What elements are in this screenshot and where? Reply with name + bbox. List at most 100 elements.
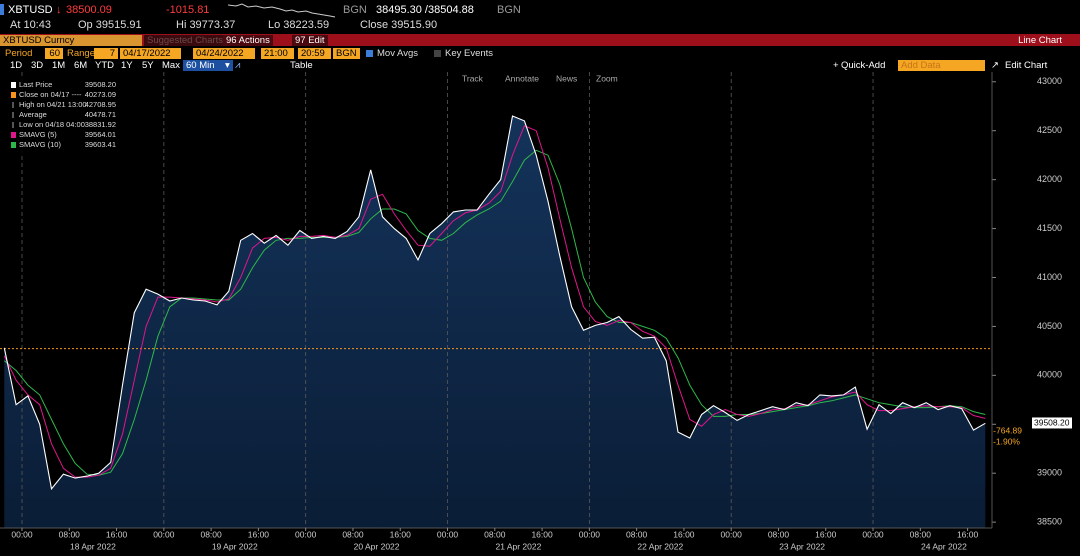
timeframe[interactable]: 1Y — [121, 60, 133, 71]
x-tick-label: 08:00 — [626, 529, 648, 539]
legend-value: 40478.71 — [85, 110, 116, 119]
source-input[interactable]: BGN — [333, 48, 360, 59]
tool-button[interactable]: Annotate — [505, 73, 539, 83]
x-tick-label: 00:00 — [721, 529, 743, 539]
legend-background — [8, 78, 118, 153]
suggested-charts[interactable]: Suggested Charts — [144, 34, 227, 46]
ticker: XBTUSD — [8, 4, 53, 16]
legend-label: Low on 04/18 04:00 — [19, 120, 85, 129]
x-tick-label: 08:00 — [342, 529, 364, 539]
x-day-label: 23 Apr 2022 — [779, 541, 825, 551]
x-tick-label: 00:00 — [862, 529, 884, 539]
mov-avgs[interactable]: Mov Avgs — [377, 48, 419, 59]
legend-value: 39564.01 — [85, 130, 116, 139]
timeframe-selected[interactable]: 60 Min — [183, 60, 225, 71]
x-tick-label: 00:00 — [437, 529, 459, 539]
chart-icon[interactable]: ⩘ — [235, 60, 241, 71]
x-tick-label: 00:00 — [579, 529, 601, 539]
x-day-label: 19 Apr 2022 — [212, 541, 258, 551]
chart-toolbar: Track Annotate News Zoom — [462, 73, 618, 83]
tool-button[interactable]: Track — [462, 73, 484, 83]
edit-menu[interactable]: 97 Edit — [292, 34, 328, 46]
x-tick-label: 00:00 — [295, 529, 317, 539]
range-label: Range — [67, 48, 95, 59]
legend-value: 39603.41 — [85, 140, 116, 149]
change-label: -764.89 — [993, 426, 1022, 436]
y-tick-label: 41500 — [1037, 223, 1062, 233]
period-label: Period — [5, 48, 33, 59]
source: BGN — [497, 4, 521, 16]
x-tick-label: 08:00 — [200, 529, 222, 539]
close: Close 39515.90 — [360, 19, 438, 31]
x-tick-label: 16:00 — [390, 529, 412, 539]
quick-add[interactable]: Quick-Add — [841, 60, 886, 71]
last-price-box — [1032, 417, 1072, 429]
edit-chart[interactable]: Edit Chart — [1005, 60, 1048, 71]
y-tick-label: 40500 — [1037, 321, 1062, 331]
end-time[interactable]: 20:59 — [298, 48, 331, 59]
x-tick-label: 08:00 — [768, 529, 790, 539]
start-date[interactable]: 04/17/2022 — [120, 48, 181, 59]
bid-ask: 38495.30 /38504.88 — [376, 4, 474, 16]
timeframe[interactable]: 1D — [10, 60, 23, 71]
x-tick-label: 16:00 — [815, 529, 837, 539]
down-arrow: ↓ — [56, 4, 62, 16]
end-date[interactable]: 04/24/2022 — [193, 48, 255, 59]
x-tick-label: 16:00 — [673, 529, 695, 539]
legend-label: Close on 04/17 ---- — [19, 90, 82, 99]
chart-type: Line Chart — [1018, 35, 1062, 46]
timeframe[interactable]: 6M — [74, 60, 88, 71]
x-tick-label: 00:00 — [153, 529, 175, 539]
start-time[interactable]: 21:00 — [261, 48, 294, 59]
x-tick-label: 16:00 — [248, 529, 270, 539]
legend-value: 38831.92 — [85, 120, 116, 129]
actions-menu[interactable]: 96 Actions — [223, 34, 273, 46]
tool-button[interactable]: News — [556, 73, 577, 83]
legend-swatch — [11, 132, 16, 138]
table-button[interactable]: Table — [290, 60, 313, 71]
y-tick-label: 42000 — [1037, 174, 1062, 184]
y-tick-label: 43000 — [1037, 76, 1062, 86]
x-tick-label: 16:00 — [106, 529, 128, 539]
dropdown-arrow[interactable]: ▾ — [222, 60, 233, 71]
source: BGN — [343, 4, 367, 16]
high: Hi 39773.37 — [176, 19, 236, 31]
period-input[interactable]: 60 — [45, 48, 63, 59]
legend-label: Last Price — [19, 80, 52, 89]
legend-swatch — [11, 92, 16, 98]
time: At 10:43 — [10, 19, 51, 31]
x-tick-label: 00:00 — [11, 529, 33, 539]
legend-value: 39508.20 — [85, 80, 116, 89]
range-input[interactable]: 7 — [94, 48, 118, 59]
security[interactable]: XBTUSD Curncy — [0, 34, 142, 46]
arrows-icon[interactable]: ↗ — [991, 60, 999, 71]
last-price-label: 39508.20 — [1034, 418, 1070, 428]
timeframe[interactable]: 3D — [31, 60, 44, 71]
timeframe[interactable]: 1M — [52, 60, 66, 71]
legend-label: SMAVG (10) — [19, 140, 61, 149]
x-tick-label: 08:00 — [910, 529, 932, 539]
legend-swatch — [11, 142, 16, 148]
tool-button[interactable]: Zoom — [596, 73, 618, 83]
legend-label: High on 04/21 13:00 — [19, 100, 87, 109]
timeframe[interactable]: YTD — [95, 60, 114, 71]
y-tick-label: 40000 — [1037, 370, 1062, 380]
legend-swatch — [11, 82, 16, 88]
timeframe[interactable]: Max — [162, 60, 180, 71]
checkbox[interactable] — [434, 50, 441, 57]
key-events[interactable]: Key Events — [445, 48, 494, 59]
series-line — [3, 149, 986, 476]
add-data[interactable]: Add Data — [898, 60, 985, 71]
x-day-label: 24 Apr 2022 — [921, 541, 967, 551]
timeframe[interactable]: 5Y — [142, 60, 154, 71]
low: Lo 38223.59 — [268, 19, 330, 31]
price-area — [4, 116, 986, 528]
ticker-marker — [0, 4, 4, 15]
checkbox[interactable] — [366, 50, 373, 57]
x-tick-label: 08:00 — [484, 529, 506, 539]
legend-value: 40273.09 — [85, 90, 116, 99]
last-price: 38500.09 — [66, 4, 112, 16]
x-day-label: 22 Apr 2022 — [637, 541, 683, 551]
